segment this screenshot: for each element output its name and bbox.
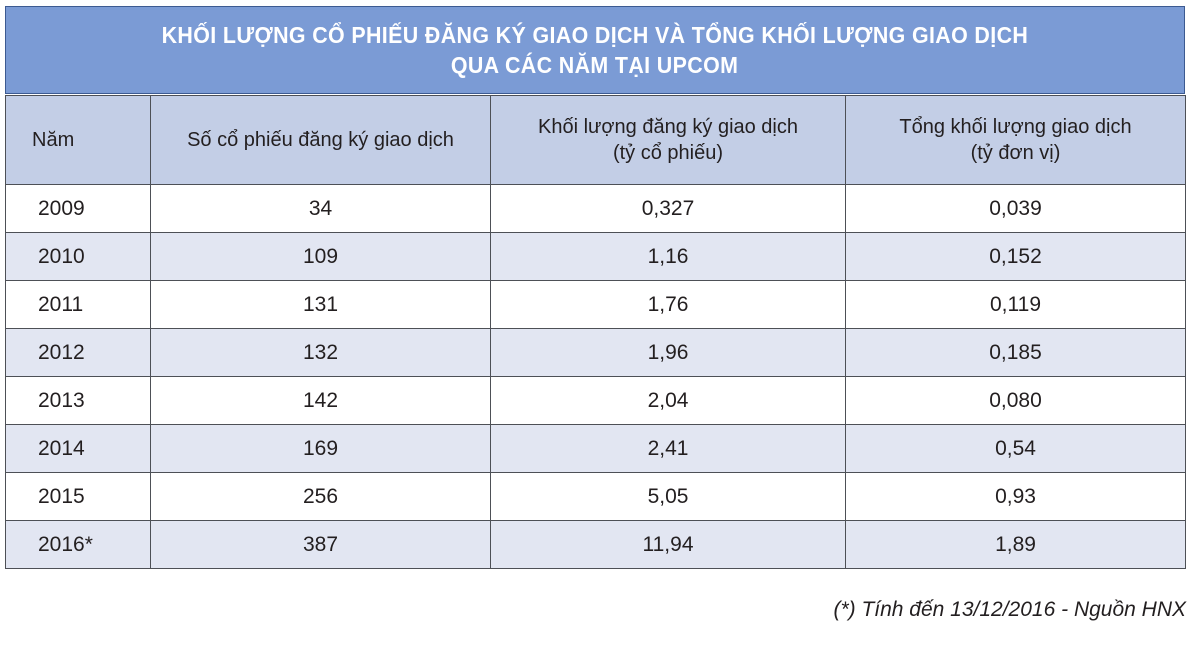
column-header-year-label: Năm: [32, 128, 75, 151]
cell-total-volume: 0,080: [845, 376, 1186, 425]
column-header-year: Năm: [5, 95, 151, 185]
cell-registered-volume: 1,76: [490, 280, 846, 329]
table-row: 2013 142 2,04 0,080: [5, 376, 1186, 425]
cell-count: 132: [150, 328, 491, 377]
column-header-total-volume: Tổng khối lượng giao dịch (tỷ đơn vị): [845, 95, 1186, 185]
cell-count: 256: [150, 472, 491, 521]
cell-count: 131: [150, 280, 491, 329]
table-row: 2015 256 5,05 0,93: [5, 472, 1186, 521]
cell-total-volume: 0,119: [845, 280, 1186, 329]
cell-registered-volume: 0,327: [490, 184, 846, 233]
cell-year: 2015: [5, 472, 151, 521]
cell-year: 2009: [5, 184, 151, 233]
cell-registered-volume: 5,05: [490, 472, 846, 521]
figure-title-band: KHỐI LƯỢNG CỔ PHIẾU ĐĂNG KÝ GIAO DỊCH VÀ…: [5, 6, 1185, 94]
cell-year: 2013: [5, 376, 151, 425]
table-row: 2016* 387 11,94 1,89: [5, 520, 1186, 569]
cell-total-volume: 0,152: [845, 232, 1186, 281]
cell-registered-volume: 1,96: [490, 328, 846, 377]
table-body: 2009 34 0,327 0,039 2010 109 1,16 0,152 …: [5, 184, 1186, 569]
column-header-registered-volume-label: Khối lượng đăng ký giao dịch: [538, 115, 798, 138]
cell-registered-volume: 2,04: [490, 376, 846, 425]
cell-year: 2014: [5, 424, 151, 473]
cell-year: 2012: [5, 328, 151, 377]
source-footnote: (*) Tính đến 13/12/2016 - Nguồn HNX: [833, 598, 1186, 621]
column-header-registered-volume: Khối lượng đăng ký giao dịch (tỷ cổ phiế…: [490, 95, 846, 185]
cell-count: 109: [150, 232, 491, 281]
table-row: 2010 109 1,16 0,152: [5, 232, 1186, 281]
cell-total-volume: 0,185: [845, 328, 1186, 377]
cell-total-volume: 1,89: [845, 520, 1186, 569]
column-header-count-label: Số cổ phiếu đăng ký giao dịch: [187, 128, 454, 151]
table-header-row: Năm Số cổ phiếu đăng ký giao dịch Khối l…: [5, 95, 1186, 185]
table-header: Năm Số cổ phiếu đăng ký giao dịch Khối l…: [5, 95, 1186, 185]
table-row: 2011 131 1,76 0,119: [5, 280, 1186, 329]
cell-total-volume: 0,93: [845, 472, 1186, 521]
cell-count: 34: [150, 184, 491, 233]
cell-year: 2016*: [5, 520, 151, 569]
column-header-total-volume-label: Tổng khối lượng giao dịch: [899, 115, 1132, 138]
data-table-wrapper: Năm Số cổ phiếu đăng ký giao dịch Khối l…: [5, 95, 1186, 569]
column-header-registered-volume-unit: (tỷ cổ phiếu): [612, 142, 724, 164]
cell-total-volume: 0,039: [845, 184, 1186, 233]
cell-count: 387: [150, 520, 491, 569]
cell-year: 2011: [5, 280, 151, 329]
cell-total-volume: 0,54: [845, 424, 1186, 473]
column-header-count: Số cổ phiếu đăng ký giao dịch: [150, 95, 491, 185]
cell-year: 2010: [5, 232, 151, 281]
table-row: 2012 132 1,96 0,185: [5, 328, 1186, 377]
cell-count: 169: [150, 424, 491, 473]
table-row: 2014 169 2,41 0,54: [5, 424, 1186, 473]
column-header-total-volume-unit: (tỷ đơn vị): [970, 142, 1061, 164]
table-row: 2009 34 0,327 0,039: [5, 184, 1186, 233]
cell-registered-volume: 2,41: [490, 424, 846, 473]
cell-registered-volume: 11,94: [490, 520, 846, 569]
cell-registered-volume: 1,16: [490, 232, 846, 281]
data-table: Năm Số cổ phiếu đăng ký giao dịch Khối l…: [5, 95, 1186, 569]
figure-title-line-2: QUA CÁC NĂM TẠI UPCOM: [451, 52, 739, 78]
figure-title-line-1: KHỐI LƯỢNG CỔ PHIẾU ĐĂNG KÝ GIAO DỊCH VÀ…: [161, 21, 1029, 48]
cell-count: 142: [150, 376, 491, 425]
